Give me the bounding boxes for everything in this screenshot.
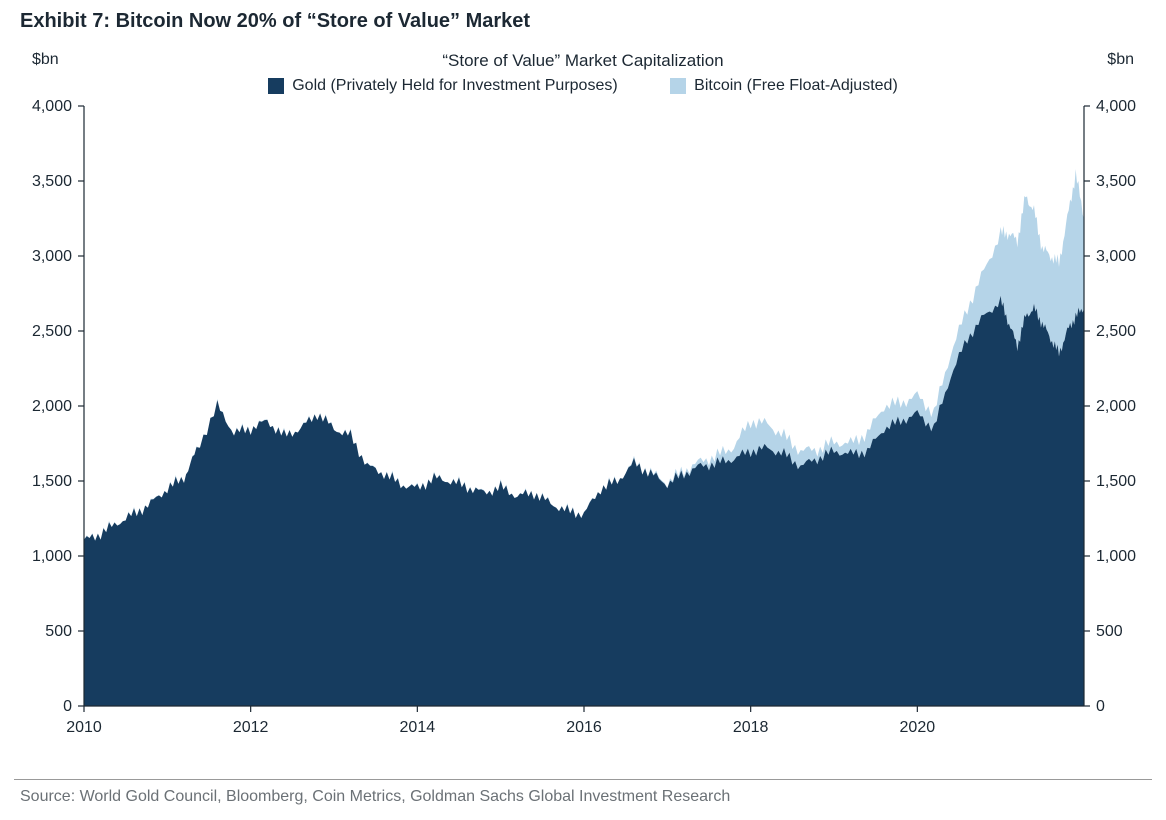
ytick-label-left: 1,500 [32, 473, 72, 490]
ytick-label-left: 2,000 [32, 398, 72, 415]
chart-svg: 0 0 500 500 1,000 1,000 1,500 1,500 2,000 2,000 2,… [14, 51, 1154, 751]
xtick-label: 2012 [233, 719, 269, 736]
ytick-label-left: 4,000 [32, 98, 72, 115]
exhibit-title: Exhibit 7: Bitcoin Now 20% of “Store of … [20, 10, 1152, 33]
xtick-label: 2020 [900, 719, 936, 736]
ytick-label-right: 3,500 [1096, 173, 1136, 190]
ytick-label-right: 1,500 [1096, 473, 1136, 490]
ytick-label-right: 0 [1096, 698, 1105, 715]
ytick-label-right: 4,000 [1096, 98, 1136, 115]
ytick-label-right: 1,000 [1096, 548, 1136, 565]
ytick-label-right: 2,500 [1096, 323, 1136, 340]
ytick-label-left: 1,000 [32, 548, 72, 565]
ytick-label-right: 2,000 [1096, 398, 1136, 415]
xtick-label: 2010 [66, 719, 102, 736]
ytick-label-left: 500 [45, 623, 72, 640]
legend-item-gold: Gold (Privately Held for Investment Purp… [268, 77, 617, 95]
legend-item-bitcoin: Bitcoin (Free Float-Adjusted) [670, 77, 898, 95]
legend-swatch-bitcoin [670, 78, 686, 94]
ytick-label-left: 0 [63, 698, 72, 715]
divider [14, 779, 1152, 780]
xtick-label: 2018 [733, 719, 769, 736]
ytick-label-left: 3,000 [32, 248, 72, 265]
legend-label-bitcoin: Bitcoin (Free Float-Adjusted) [694, 77, 898, 95]
chart-title: “Store of Value” Market Capitalization [14, 51, 1152, 71]
source-line: Source: World Gold Council, Bloomberg, C… [20, 788, 1152, 806]
ytick-label-right: 500 [1096, 623, 1123, 640]
legend-label-gold: Gold (Privately Held for Investment Purp… [292, 77, 617, 95]
ytick-label-right: 3,000 [1096, 248, 1136, 265]
area-gold [84, 296, 1084, 706]
ytick-label-left: 2,500 [32, 323, 72, 340]
ytick-label-left: 3,500 [32, 173, 72, 190]
chart-container: $bn $bn “Store of Value” Market Capitali… [14, 51, 1152, 751]
legend-swatch-gold [268, 78, 284, 94]
chart-legend: Gold (Privately Held for Investment Purp… [14, 77, 1152, 99]
xtick-label: 2014 [400, 719, 436, 736]
xtick-label: 2016 [566, 719, 602, 736]
